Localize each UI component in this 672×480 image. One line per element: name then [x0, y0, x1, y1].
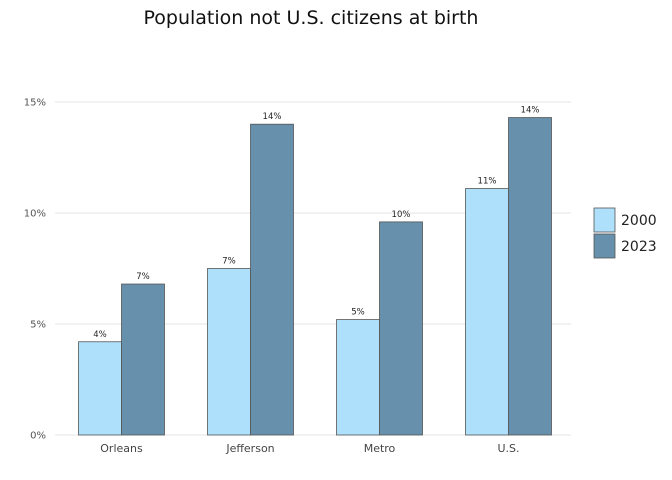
legend-label: 2023 [621, 239, 657, 255]
bar-2000-us [465, 188, 509, 436]
y-tick-label: 15% [24, 98, 46, 109]
bar-2000-jefferson [207, 268, 251, 436]
data-label: 10% [392, 210, 411, 220]
x-tick-label: Orleans [100, 442, 143, 455]
data-label: 5% [351, 308, 365, 318]
x-tick-label: Metro [364, 442, 396, 455]
y-tick-label: 0% [30, 431, 46, 442]
y-axis: 0% 5% 10% 15% [24, 98, 46, 442]
y-tick-label: 10% [24, 209, 46, 220]
bar-2023-us [508, 117, 552, 436]
data-label: 11% [478, 177, 497, 187]
bars [78, 117, 552, 436]
data-label: 7% [222, 257, 236, 267]
legend-swatch [593, 233, 616, 259]
y-tick-label: 5% [30, 320, 46, 331]
x-axis: Orleans Jefferson Metro U.S. [100, 442, 519, 455]
data-labels: 4% 7% 7% 14% 5% 10% 11% 14% [93, 106, 539, 340]
legend-label: 2000 [621, 213, 657, 229]
data-label: 14% [263, 112, 282, 122]
x-tick-label: U.S. [497, 442, 519, 455]
data-label: 14% [521, 106, 540, 116]
bar-2023-orleans [121, 283, 165, 436]
bar-2000-metro [336, 319, 380, 436]
bar-2023-jefferson [250, 123, 294, 436]
x-tick-label: Jefferson [225, 442, 274, 455]
bar-2000-orleans [78, 341, 122, 436]
data-label: 4% [93, 330, 107, 340]
legend: 2000 2023 [593, 207, 657, 259]
bar-2023-metro [379, 221, 423, 436]
data-label: 7% [136, 272, 150, 282]
legend-swatch [593, 207, 616, 233]
chart-title: Population not U.S. citizens at birth [144, 7, 479, 29]
